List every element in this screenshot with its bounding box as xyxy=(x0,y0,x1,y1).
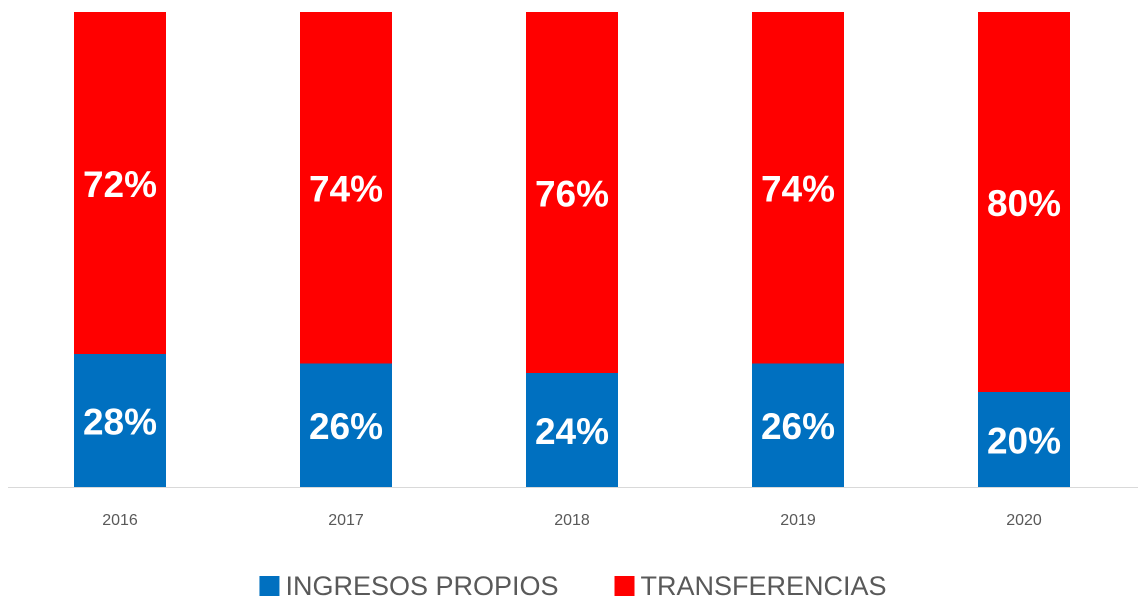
value-label: 24% xyxy=(535,411,609,452)
bar-segment xyxy=(978,392,1070,487)
x-tick-label: 2019 xyxy=(780,512,816,529)
bar-segment xyxy=(752,12,844,364)
value-label: 26% xyxy=(309,406,383,447)
x-tick-label: 2020 xyxy=(1006,512,1042,529)
value-label: 72% xyxy=(83,164,157,205)
bar-segment xyxy=(978,12,1070,392)
value-label: 28% xyxy=(83,401,157,442)
bar-segment xyxy=(300,363,392,487)
x-tick-label: 2017 xyxy=(328,512,364,529)
value-label: 76% xyxy=(535,173,609,214)
bar-segment xyxy=(526,12,618,373)
value-label: 74% xyxy=(761,169,835,210)
legend-swatch xyxy=(614,576,635,596)
value-label: 20% xyxy=(987,420,1061,461)
x-tick-label: 2018 xyxy=(554,512,590,529)
bar-segment xyxy=(300,12,392,364)
bar-segment xyxy=(74,12,166,354)
bar-segment xyxy=(752,363,844,487)
legend-label: TRANSFERENCIAS xyxy=(641,571,887,601)
legend-label: INGRESOS PROPIOS xyxy=(285,571,558,601)
bar-segment xyxy=(74,354,166,487)
x-tick-label: 2016 xyxy=(102,512,138,529)
value-label: 80% xyxy=(987,183,1061,224)
value-label: 26% xyxy=(761,406,835,447)
legend-swatch xyxy=(259,576,280,596)
value-label: 74% xyxy=(309,169,383,210)
bar-segment xyxy=(526,373,618,487)
